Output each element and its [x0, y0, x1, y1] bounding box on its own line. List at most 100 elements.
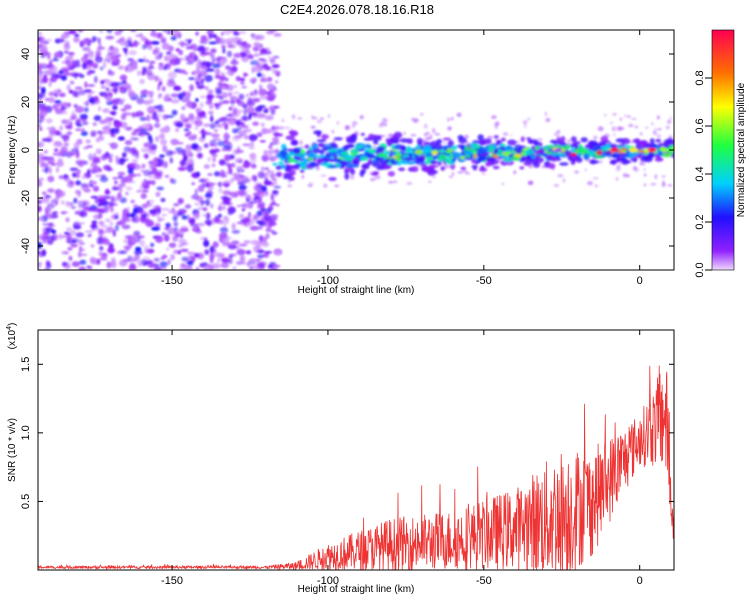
spectrogram-noise-blob: [90, 244, 95, 248]
spectrogram-noise-blob: [236, 39, 242, 46]
spectrogram-noise-blob: [243, 240, 251, 244]
spectrogram-signal-blob: [372, 161, 381, 168]
spectrogram-signal-blob: [292, 147, 302, 155]
spectrogram-signal-blob: [274, 133, 284, 137]
spectrogram-signal-blob: [307, 152, 317, 159]
spectrogram-faint-blob: [639, 132, 643, 136]
spectrogram-noise-blob: [239, 166, 243, 172]
x-tick-label: -100: [317, 575, 339, 587]
spectrogram-signal-blob: [291, 165, 301, 170]
spectrogram-noise-blob: [41, 236, 50, 241]
spectrogram-noise-blob: [38, 205, 42, 212]
spectrogram-noise-blob: [245, 93, 249, 97]
spectrogram-signal-blob: [639, 140, 648, 146]
spectrogram-noise-blob: [205, 100, 210, 106]
spectrogram-noise-blob: [73, 197, 78, 204]
spectrogram-noise-blob: [254, 89, 258, 95]
spectrogram-noise-blob: [248, 265, 255, 270]
spectrogram-noise-blob: [80, 56, 88, 63]
spectrogram-faint-blob: [537, 138, 543, 141]
spectrogram-noise-blob: [166, 230, 172, 235]
spectrogram-noise-blob: [251, 35, 257, 40]
spectrogram-faint-blob: [522, 120, 528, 125]
spectrogram-noise-blob: [231, 222, 236, 230]
spectrogram-noise-blob: [140, 214, 147, 222]
spectrogram-noise-blob: [266, 83, 275, 90]
spectrogram-noise-blob: [187, 216, 192, 221]
spectrogram-noise-blob: [168, 242, 177, 248]
spectrogram-signal-blob: [429, 159, 438, 165]
spectrogram-noise-blob: [112, 177, 118, 180]
spectrogram-noise-blob: [68, 89, 74, 94]
spectrogram-noise-blob: [261, 242, 270, 247]
spectrogram-noise-blob: [70, 205, 77, 210]
spectrogram-noise-blob: [125, 186, 133, 191]
spectrogram-faint-blob: [284, 126, 290, 129]
spectrogram-signal-blob: [570, 136, 577, 143]
spectrogram-noise-blob: [57, 158, 63, 161]
spectrogram-noise-blob: [235, 190, 244, 196]
spectrogram-noise-blob: [161, 232, 166, 237]
spectrogram-noise-blob: [156, 113, 162, 118]
spectrogram-faint-blob: [553, 183, 560, 188]
spectrogram-faint-blob: [652, 132, 658, 136]
spectrogram-noise-blob: [118, 65, 125, 70]
x-tick-label: 0: [637, 275, 643, 287]
spectrogram-faint-blob: [593, 135, 598, 140]
spectrogram-signal-blob: [285, 165, 291, 171]
spectrogram-faint-blob: [443, 141, 446, 144]
spectrogram-noise-blob: [113, 87, 118, 94]
spectrogram-noise-blob: [133, 230, 141, 237]
spectrogram-noise-blob: [269, 68, 278, 72]
spectrogram-noise-blob: [214, 74, 220, 79]
spectrogram-faint-blob: [382, 118, 388, 123]
spectrogram-noise-blob: [204, 86, 209, 91]
spectrogram-noise-blob: [149, 60, 154, 68]
spectrogram-noise-blob: [133, 128, 141, 133]
spectrogram-faint-blob: [619, 117, 623, 121]
spectrogram-signal-blob: [574, 155, 580, 161]
spectrogram-faint-blob: [556, 130, 561, 134]
spectrogram-noise-blob: [47, 175, 55, 183]
spectrogram-signal-blob: [559, 162, 569, 166]
spectrogram-noise-blob: [106, 165, 112, 172]
spectrogram-noise-blob: [173, 203, 180, 207]
spectrogram-signal-blob: [319, 149, 325, 155]
spectrogram-noise-blob: [242, 177, 251, 184]
spectrogram-noise-blob: [195, 73, 199, 80]
spectrogram-noise-blob: [224, 38, 233, 45]
spectrogram-noise-blob: [253, 175, 258, 183]
spectrogram-noise-blob: [122, 80, 127, 84]
spectrogram-noise-blob: [66, 131, 73, 136]
spectrogram-signal-blob: [580, 137, 588, 143]
spectrogram-noise-blob: [261, 166, 264, 172]
spectrogram-signal-blob: [629, 152, 635, 159]
spectrogram-noise-blob: [238, 185, 248, 190]
spectrogram-noise-blob: [242, 143, 252, 147]
spectrogram-noise-blob: [190, 220, 195, 227]
spectrogram-noise-blob: [70, 110, 76, 119]
spectrogram-noise-blob: [137, 235, 145, 239]
spectrogram-noise-blob: [204, 193, 212, 198]
spectrogram-noise-blob: [82, 39, 88, 46]
spectrogram-faint-blob: [423, 123, 428, 129]
spectrogram-faint-blob: [510, 134, 513, 137]
spectrogram-signal-blob: [503, 156, 513, 163]
spectrogram-noise-blob: [164, 174, 170, 178]
spectrogram-noise-blob: [90, 180, 98, 185]
spectrogram-noise-blob: [223, 30, 232, 35]
spectrogram-faint-blob: [662, 180, 665, 185]
spectrogram-faint-blob: [654, 174, 658, 180]
spectrogram-noise-blob: [112, 143, 118, 148]
spectrogram-noise-blob: [46, 52, 51, 59]
spectrogram-faint-blob: [428, 180, 432, 184]
spectrogram-signal-blob: [317, 157, 324, 164]
spectrogram-faint-blob: [609, 121, 614, 124]
spectrogram-noise-blob: [211, 61, 215, 65]
spectrogram-noise-blob: [227, 206, 236, 214]
spectrogram-noise-blob: [38, 92, 44, 100]
spectrogram-noise-blob: [47, 239, 54, 245]
spectrogram-faint-blob: [667, 119, 672, 124]
spectrogram-noise-blob: [257, 34, 265, 41]
spectrogram-noise-blob: [212, 138, 221, 141]
